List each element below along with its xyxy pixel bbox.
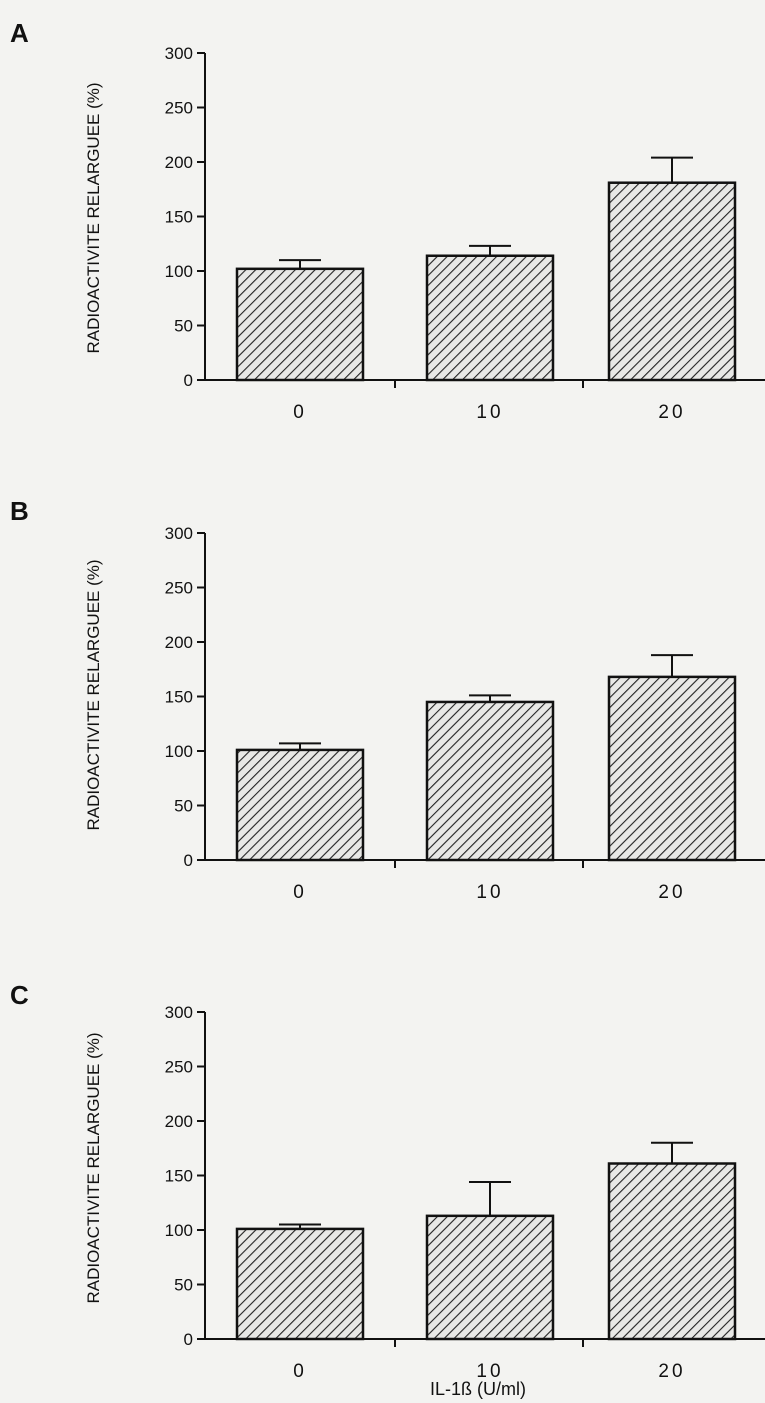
bar <box>235 748 365 862</box>
y-tick-label: 50 <box>174 317 193 336</box>
y-axis-label: RADIOACTIVITE RELARGUEE (%) <box>84 1032 103 1303</box>
x-tick-label: 10 <box>476 1361 503 1382</box>
x-tick-label: 20 <box>658 882 685 903</box>
y-tick-label: 100 <box>165 262 193 281</box>
y-tick-label: 200 <box>165 633 193 652</box>
panel-c: C RADIOACTIVITE RELARGUEE (%) IL-1ß (U/m… <box>10 980 765 1399</box>
y-tick-label: 150 <box>165 1167 193 1186</box>
y-tick-label: 250 <box>165 99 193 118</box>
bar <box>607 181 737 382</box>
x-tick-label: 20 <box>658 402 685 423</box>
panel-letter: C <box>10 980 29 1010</box>
panel-a: A RADIOACTIVITE RELARGUEE (%) 0501001502… <box>10 18 765 423</box>
bar <box>425 1214 555 1341</box>
y-tick-label: 50 <box>174 1276 193 1295</box>
panel-letter: A <box>10 18 29 48</box>
panel-b: B RADIOACTIVITE RELARGUEE (%) 0501001502… <box>10 496 765 903</box>
y-tick-label: 50 <box>174 797 193 816</box>
y-tick-label: 200 <box>165 1112 193 1131</box>
y-tick-label: 150 <box>165 688 193 707</box>
x-tick-label: 20 <box>658 1361 685 1382</box>
bar <box>425 254 555 382</box>
bar <box>235 1227 365 1341</box>
y-tick-label: 300 <box>165 524 193 543</box>
y-tick-label: 0 <box>184 1330 193 1349</box>
y-tick-label: 200 <box>165 153 193 172</box>
y-tick-label: 100 <box>165 742 193 761</box>
y-tick-label: 150 <box>165 208 193 227</box>
bar <box>235 267 365 382</box>
y-axis-label: RADIOACTIVITE RELARGUEE (%) <box>84 559 103 830</box>
y-tick-label: 0 <box>184 371 193 390</box>
y-tick-label: 300 <box>165 1003 193 1022</box>
x-tick-label: 10 <box>476 402 503 423</box>
y-axis-label: RADIOACTIVITE RELARGUEE (%) <box>84 82 103 353</box>
y-tick-label: 250 <box>165 579 193 598</box>
y-tick-label: 250 <box>165 1058 193 1077</box>
bar <box>607 1162 737 1341</box>
x-tick-label: 0 <box>293 1361 307 1382</box>
x-axis-label: IL-1ß (U/ml) <box>430 1379 526 1399</box>
x-tick-label: 0 <box>293 402 307 423</box>
bar <box>607 675 737 862</box>
y-tick-label: 100 <box>165 1221 193 1240</box>
x-tick-label: 10 <box>476 882 503 903</box>
panel-letter: B <box>10 496 29 526</box>
y-tick-label: 0 <box>184 851 193 870</box>
bar <box>425 700 555 862</box>
y-tick-label: 300 <box>165 44 193 63</box>
x-tick-label: 0 <box>293 882 307 903</box>
